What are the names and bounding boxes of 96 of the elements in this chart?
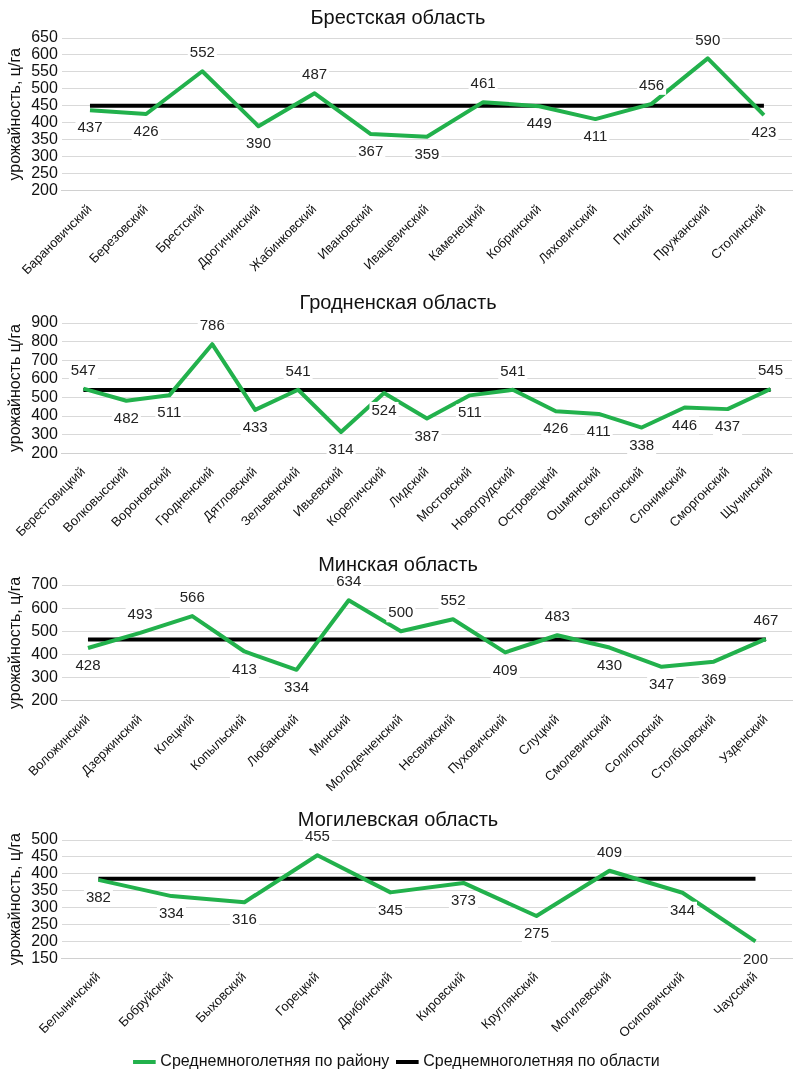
y-tick-label: 350	[31, 881, 58, 899]
data-label: 461	[470, 74, 496, 92]
y-tick-label: 200	[31, 931, 58, 949]
y-tick-label: 150	[31, 948, 58, 966]
data-label: 590	[695, 30, 721, 48]
y-tick-label: 450	[31, 96, 58, 114]
chart-title: Минская область	[318, 552, 478, 575]
y-tick-label: 300	[31, 668, 58, 686]
data-label: 387	[414, 426, 440, 444]
data-label: 437	[715, 417, 741, 435]
data-label: 455	[304, 827, 330, 845]
chart-title: Гродненская область	[299, 290, 497, 313]
y-tick-label: 500	[31, 830, 58, 848]
y-tick-label: 200	[31, 443, 58, 461]
y-tick-label: 700	[31, 575, 58, 593]
data-label: 359	[414, 144, 440, 162]
y-tick-label: 200	[31, 691, 58, 709]
data-label: 430	[596, 655, 622, 673]
y-tick-label: 600	[31, 598, 58, 616]
data-label: 433	[242, 418, 268, 436]
y-tick-label: 400	[31, 644, 58, 662]
data-label: 411	[586, 422, 611, 440]
y-tick-label: 500	[31, 387, 58, 405]
data-label: 487	[302, 65, 328, 83]
data-label: 493	[127, 605, 153, 623]
legend-label: Среднемноголетняя по району	[160, 1052, 390, 1070]
data-label: 314	[328, 440, 354, 458]
data-label: 338	[629, 435, 655, 453]
y-tick-label: 800	[31, 332, 58, 350]
data-label: 345	[377, 900, 403, 918]
data-label: 552	[440, 591, 466, 609]
data-label: 547	[70, 360, 96, 378]
data-label: 426	[543, 419, 569, 437]
chart-title: Брестская область	[310, 5, 486, 28]
y-tick-label: 450	[31, 847, 58, 865]
data-label: 467	[753, 611, 779, 629]
data-label: 409	[596, 842, 622, 860]
data-label: 786	[199, 316, 225, 334]
y-tick-label: 350	[31, 130, 58, 148]
y-axis-title: урожайность, ц/га	[6, 832, 24, 966]
y-tick-label: 500	[31, 621, 58, 639]
data-label: 413	[231, 659, 257, 677]
data-label: 316	[231, 910, 257, 928]
data-label: 545	[758, 361, 784, 379]
data-label: 541	[500, 361, 526, 379]
data-label: 275	[523, 924, 549, 942]
data-label: 456	[639, 75, 665, 93]
y-tick-label: 400	[31, 406, 58, 424]
data-label: 347	[649, 674, 675, 692]
y-tick-label: 550	[31, 62, 58, 80]
data-label: 511	[157, 403, 182, 421]
data-label: 511	[457, 403, 482, 421]
data-label: 483	[544, 607, 570, 625]
data-label: 446	[672, 415, 698, 433]
data-label: 369	[701, 669, 727, 687]
y-tick-label: 250	[31, 164, 58, 182]
data-label: 344	[669, 900, 695, 918]
data-label: 500	[388, 603, 414, 621]
y-tick-label: 300	[31, 425, 58, 443]
y-axis-title: урожайность, ц/га	[6, 576, 24, 710]
y-tick-label: 250	[31, 914, 58, 932]
data-label: 411	[583, 127, 608, 145]
y-tick-label: 400	[31, 113, 58, 131]
y-tick-label: 600	[31, 369, 58, 387]
y-tick-label: 400	[31, 864, 58, 882]
data-label: 423	[751, 123, 777, 141]
y-tick-label: 300	[31, 147, 58, 165]
data-label: 409	[492, 660, 518, 678]
data-label: 449	[526, 114, 552, 132]
y-axis-title: урожайность ц/га	[6, 324, 24, 453]
data-label: 390	[245, 134, 271, 152]
y-axis-title: урожайность, ц/га	[6, 48, 24, 181]
y-tick-label: 500	[31, 79, 58, 97]
data-label: 566	[179, 588, 205, 606]
y-tick-label: 650	[31, 28, 58, 46]
legend-label: Среднемноголетняя по области	[423, 1052, 660, 1070]
data-label: 200	[742, 949, 769, 967]
y-tick-label: 700	[31, 350, 58, 368]
data-label: 334	[284, 677, 310, 695]
data-label: 334	[158, 904, 184, 922]
data-label: 437	[77, 118, 103, 136]
data-label: 482	[113, 408, 139, 426]
data-label: 541	[285, 361, 311, 379]
data-label: 367	[358, 142, 384, 160]
data-label: 382	[85, 888, 111, 906]
y-tick-label: 900	[31, 313, 58, 331]
data-label: 634	[336, 572, 362, 590]
data-label: 426	[133, 122, 159, 140]
y-tick-label: 200	[31, 181, 58, 199]
data-label: 552	[189, 43, 215, 61]
data-label: 524	[371, 401, 397, 419]
chart-title: Могилевская область	[297, 807, 499, 830]
data-label: 373	[450, 891, 476, 909]
data-label: 428	[75, 656, 101, 674]
y-tick-label: 600	[31, 45, 58, 63]
y-tick-label: 300	[31, 898, 58, 916]
